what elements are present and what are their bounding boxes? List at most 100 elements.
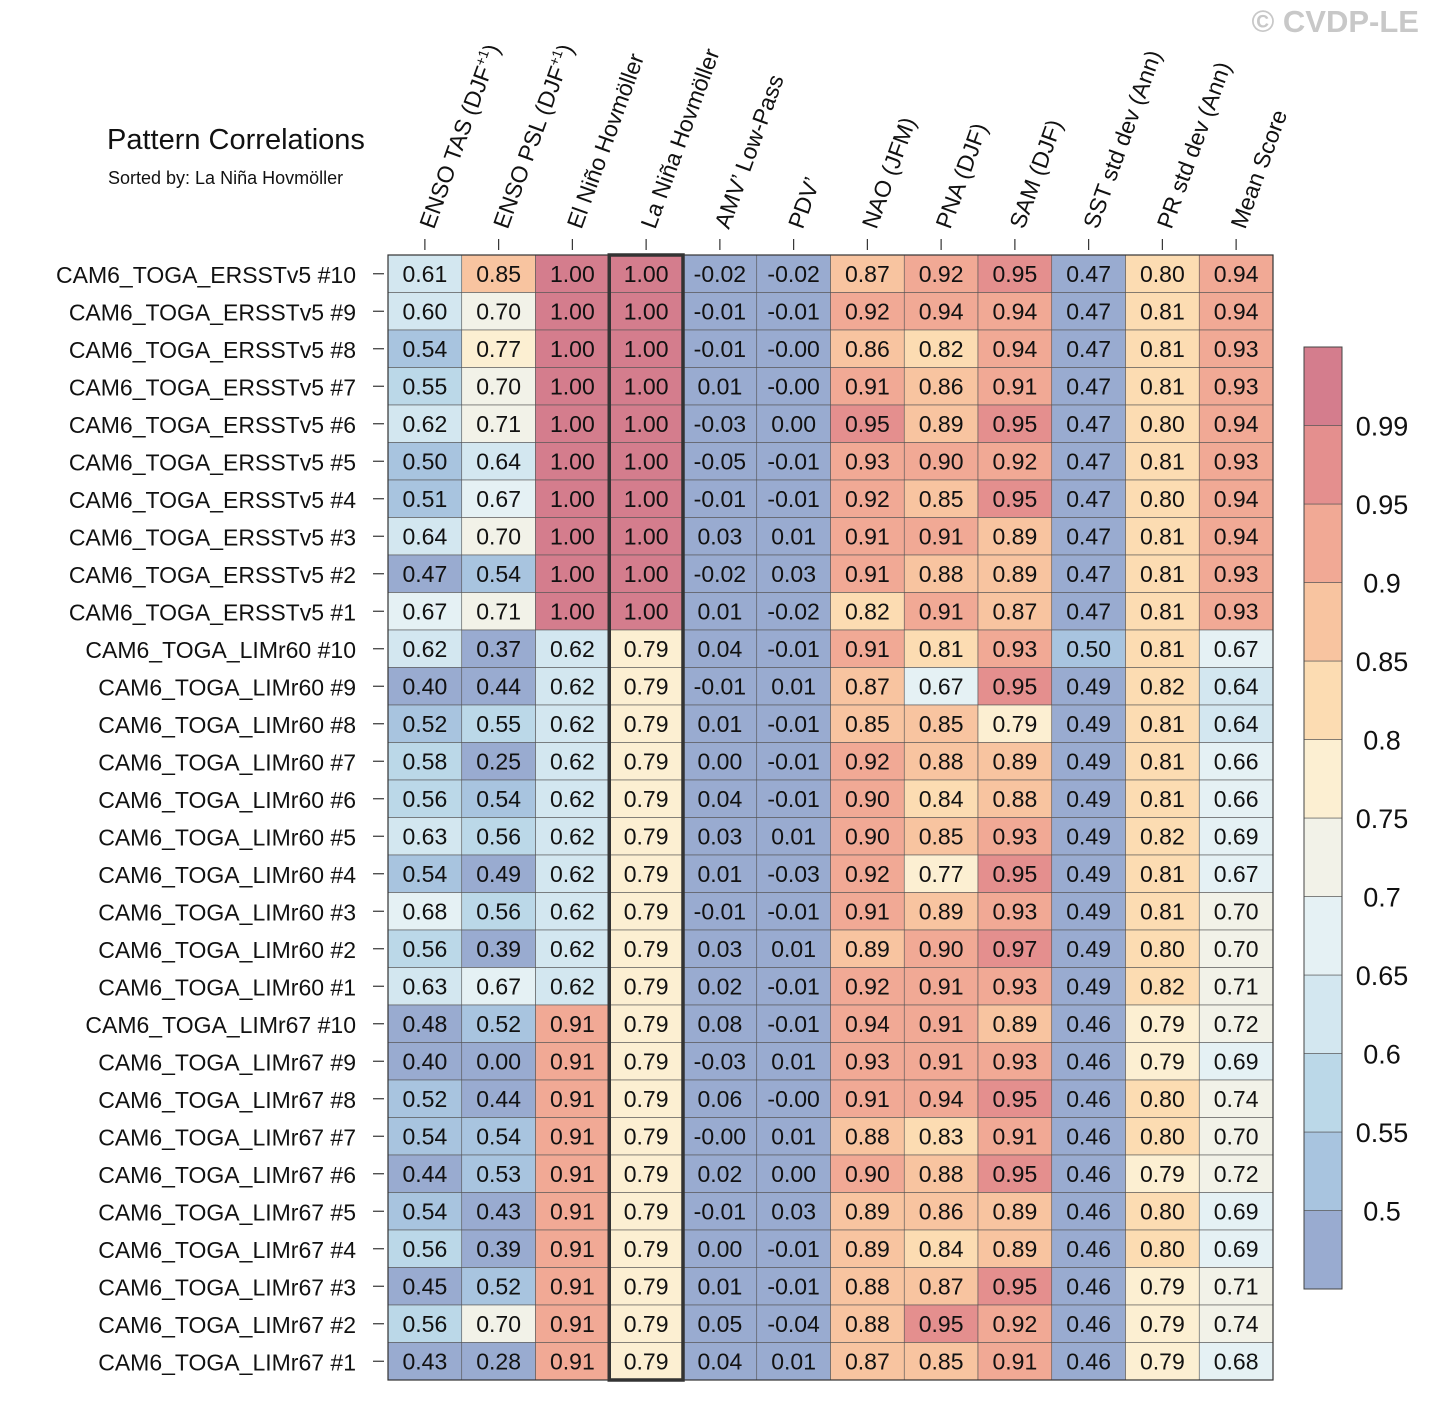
cell-value: -0.01 (767, 786, 819, 812)
cell-value: 1.00 (550, 598, 595, 624)
heatmap-cell (682, 367, 758, 406)
cell-value: 0.02 (697, 1161, 742, 1187)
cell-value: 0.81 (919, 636, 964, 662)
cell-value: 0.79 (624, 973, 669, 999)
heatmap-cell (977, 704, 1053, 743)
heatmap-cell (1051, 592, 1126, 631)
cell-value: 0.89 (919, 411, 964, 437)
row-label: CAM6_TOGA_LIMr67 #4 (98, 1237, 356, 1263)
cell-value: 0.93 (992, 898, 1037, 924)
cell-value: 0.61 (402, 261, 447, 287)
cell-value: 0.49 (1066, 973, 1111, 999)
heatmap-cell (756, 404, 831, 443)
cell-value: 0.80 (1140, 1198, 1185, 1224)
heatmap-cell (903, 1304, 979, 1343)
cell-value: 0.62 (550, 636, 595, 662)
cell-value: 0.77 (476, 336, 521, 362)
heatmap-cell (1051, 367, 1126, 406)
cell-value: 1.00 (624, 261, 669, 287)
heatmap-cell (756, 1267, 831, 1306)
cell-value: 0.85 (919, 1348, 964, 1374)
cell-value: 0.91 (845, 373, 890, 399)
chart-subtitle: Sorted by: La Niña Hovmöller (108, 168, 344, 188)
colorbar-border (1303, 346, 1343, 1290)
grid-border (387, 254, 1274, 1381)
cell-value: 0.93 (845, 1048, 890, 1074)
cell-value: -0.02 (694, 561, 746, 587)
cell-value: -0.02 (694, 261, 746, 287)
heatmap-cell (608, 1342, 684, 1381)
cell-value: 1.00 (550, 261, 595, 287)
heatmap-cell (1125, 442, 1200, 481)
cell-value: 0.49 (1066, 786, 1111, 812)
heatmap-cell (461, 292, 536, 331)
cell-value: 0.91 (919, 523, 964, 549)
cell-value: 0.79 (624, 1086, 669, 1112)
heatmap-cell (756, 1342, 831, 1381)
cell-value: 1.00 (550, 411, 595, 437)
heatmap-cell (903, 1342, 979, 1381)
cell-value: 0.88 (919, 561, 964, 587)
cell-value: 0.85 (919, 823, 964, 849)
cell-value: 0.01 (771, 1348, 816, 1374)
cell-value: 0.80 (1140, 411, 1185, 437)
heatmap-cell (461, 554, 536, 593)
heatmap-cell (1198, 254, 1274, 293)
cell-value: 1.00 (624, 336, 669, 362)
cell-value: 0.92 (992, 1311, 1037, 1337)
cell-value: 0.91 (919, 598, 964, 624)
row-label: CAM6_TOGA_LIMr60 #7 (98, 749, 356, 775)
column-label: El Niño Hovmöller (562, 50, 649, 232)
heatmap-cell (977, 1267, 1053, 1306)
cell-value: 0.70 (476, 373, 521, 399)
cell-value: -0.01 (767, 711, 819, 737)
cell-value: 0.40 (402, 673, 447, 699)
heatmap-cell (977, 592, 1053, 631)
heatmap-cell (1125, 854, 1200, 893)
cell-value: 1.00 (624, 486, 669, 512)
heatmap-cell (682, 329, 758, 368)
heatmap-cell (830, 667, 905, 706)
heatmap-cell (608, 292, 684, 331)
cell-value: 0.92 (845, 298, 890, 324)
cell-value: 0.67 (1214, 861, 1259, 887)
heatmap-cell (1198, 1267, 1274, 1306)
heatmap-cell (903, 1154, 979, 1193)
heatmap-cell (387, 854, 463, 893)
heatmap-cell (461, 329, 536, 368)
cell-value: 0.81 (1140, 898, 1185, 924)
cell-value: 0.45 (402, 1273, 447, 1299)
cell-value: 0.71 (476, 411, 521, 437)
column-label-superscript: +1 (545, 47, 566, 68)
cell-value: 0.79 (992, 711, 1037, 737)
colorbar-swatch (1303, 425, 1343, 505)
heatmap-cell (387, 892, 463, 931)
heatmap-cell (977, 854, 1053, 893)
cell-value: 0.89 (992, 561, 1037, 587)
heatmap-cell (535, 592, 610, 631)
heatmap-cell (387, 929, 463, 968)
cell-value: 0.54 (476, 1123, 521, 1149)
cell-value: 0.54 (476, 561, 521, 587)
cell-value: 0.47 (1066, 336, 1111, 362)
cell-value: 0.04 (697, 1348, 742, 1374)
cell-value: 0.49 (1066, 823, 1111, 849)
heatmap-cell (977, 1117, 1053, 1156)
heatmap-cell (830, 1154, 905, 1193)
cell-value: 0.93 (1214, 561, 1259, 587)
heatmap-cell (461, 367, 536, 406)
watermark: © CVDP-LE (1251, 4, 1419, 39)
heatmap-cell (1125, 704, 1200, 743)
cell-value: 0.80 (1140, 936, 1185, 962)
cell-value: 0.46 (1066, 1236, 1111, 1262)
cell-value: 0.91 (845, 1086, 890, 1112)
cell-value: 0.48 (402, 1011, 447, 1037)
heatmap-cell (535, 704, 610, 743)
heatmap-cell (830, 517, 905, 556)
heatmap-cell (1051, 967, 1126, 1006)
cell-value: 0.03 (697, 523, 742, 549)
cell-value: 0.00 (476, 1048, 521, 1074)
cell-value: 0.79 (624, 786, 669, 812)
cell-value: 0.95 (992, 486, 1037, 512)
cell-value: 0.67 (1214, 636, 1259, 662)
